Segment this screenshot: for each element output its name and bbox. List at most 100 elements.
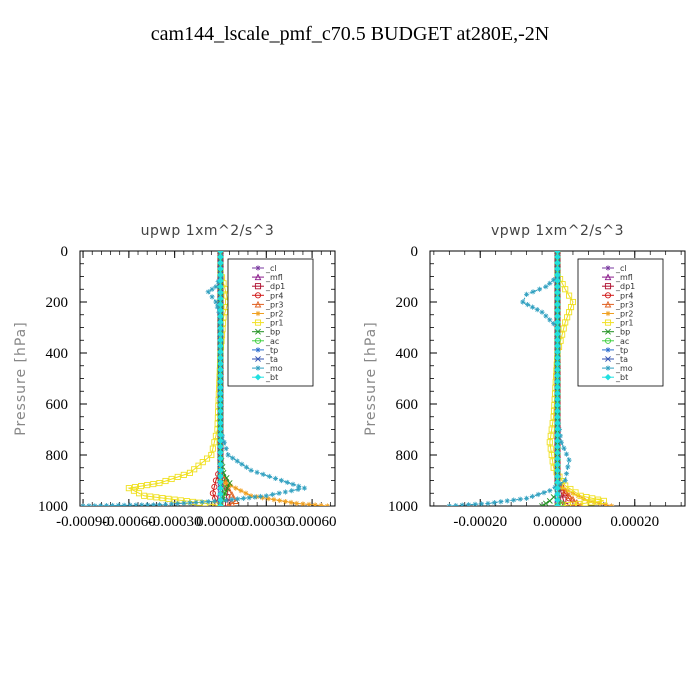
series-point bbox=[589, 495, 596, 502]
series-point bbox=[554, 251, 561, 255]
series-point bbox=[554, 479, 561, 486]
series-point bbox=[265, 496, 271, 502]
series-point bbox=[557, 481, 563, 487]
legend-marker bbox=[605, 310, 611, 317]
y-axis-label: Pressure [hPa] bbox=[363, 321, 379, 435]
series-point bbox=[156, 502, 163, 506]
series-point bbox=[554, 283, 561, 290]
series-point bbox=[199, 459, 206, 466]
series-point bbox=[217, 384, 224, 391]
series-point bbox=[217, 473, 224, 480]
series-point bbox=[554, 360, 561, 367]
series-point bbox=[270, 491, 276, 498]
series-point bbox=[491, 500, 497, 506]
series-point bbox=[217, 251, 224, 254]
series-point bbox=[453, 502, 459, 506]
series-point bbox=[554, 496, 561, 504]
legend-entry: _pr1 bbox=[252, 319, 283, 328]
series-point bbox=[554, 407, 561, 415]
legend-marker bbox=[604, 292, 612, 299]
legend-label: _pr1 bbox=[265, 319, 283, 328]
series-point bbox=[217, 253, 224, 261]
panel-title: vpwp 1xm^2/s^3 bbox=[491, 223, 624, 239]
series-point bbox=[186, 469, 193, 476]
series-point bbox=[225, 452, 231, 458]
series-point bbox=[566, 292, 573, 299]
legend-label: _mo bbox=[615, 364, 633, 373]
series-point bbox=[554, 271, 561, 278]
series-point bbox=[211, 498, 217, 504]
legend-marker bbox=[254, 273, 262, 281]
series-point bbox=[554, 348, 561, 356]
series-point bbox=[168, 475, 175, 483]
series-point bbox=[554, 419, 561, 427]
series-point bbox=[312, 502, 318, 506]
legend-label: _pr3 bbox=[265, 300, 283, 309]
series-point bbox=[546, 439, 553, 446]
series-point bbox=[539, 309, 545, 315]
series-point bbox=[554, 461, 561, 468]
series-point bbox=[159, 495, 166, 502]
legend-entry: _pr1 bbox=[602, 319, 633, 328]
series-point bbox=[217, 271, 224, 278]
series-point bbox=[554, 437, 561, 445]
series-point bbox=[180, 471, 187, 478]
series-point bbox=[217, 484, 224, 492]
series-point bbox=[535, 491, 541, 498]
series-point bbox=[217, 490, 224, 498]
series-point bbox=[217, 251, 224, 255]
legend-entry: _cl bbox=[602, 264, 627, 273]
legend-label: _dp1 bbox=[615, 282, 635, 291]
series-point bbox=[217, 479, 224, 486]
series-point bbox=[86, 503, 92, 506]
legend-marker bbox=[254, 337, 262, 344]
series-point bbox=[554, 277, 561, 284]
series-point bbox=[551, 321, 557, 327]
series-point bbox=[217, 360, 224, 367]
series-point bbox=[301, 485, 308, 491]
series-point bbox=[217, 318, 224, 326]
series-point bbox=[552, 484, 558, 490]
series-point bbox=[248, 493, 254, 499]
series-point bbox=[150, 481, 157, 488]
series-point bbox=[211, 439, 218, 446]
series-point bbox=[121, 502, 127, 506]
series-point bbox=[288, 499, 294, 506]
legend-label: _ta bbox=[615, 355, 628, 364]
series-point bbox=[217, 295, 224, 302]
series-point bbox=[109, 502, 116, 506]
series-point bbox=[243, 464, 250, 470]
series-point bbox=[233, 485, 239, 491]
legend-marker bbox=[605, 328, 611, 335]
legend-entry: _mfl bbox=[602, 273, 633, 282]
legend-marker bbox=[254, 292, 262, 299]
series-point bbox=[199, 499, 205, 505]
y-tick-label: 200 bbox=[396, 295, 419, 311]
y-tick-label: 1000 bbox=[38, 499, 68, 515]
series-point bbox=[565, 492, 573, 499]
series-point bbox=[217, 449, 224, 456]
series-point bbox=[217, 283, 224, 290]
series-point bbox=[217, 396, 224, 403]
series-point bbox=[529, 493, 535, 500]
series-point bbox=[548, 451, 555, 459]
series-point bbox=[183, 498, 190, 505]
legend-label: _bt bbox=[265, 373, 278, 382]
series-point bbox=[209, 445, 216, 452]
series-point bbox=[217, 330, 224, 338]
x-tick-label: -0.00060 bbox=[102, 514, 156, 530]
series-point bbox=[272, 475, 279, 482]
series-point bbox=[520, 299, 526, 305]
legend-label: _tp bbox=[265, 346, 278, 355]
legend-label: _cl bbox=[615, 264, 627, 273]
series-point bbox=[217, 455, 224, 462]
legend-label: _mo bbox=[265, 364, 283, 373]
series-point bbox=[162, 477, 169, 485]
series-point bbox=[217, 390, 224, 397]
series-point bbox=[547, 488, 553, 494]
series-point bbox=[223, 475, 230, 481]
series-point bbox=[554, 253, 561, 261]
series-point bbox=[554, 307, 561, 314]
series-point bbox=[234, 458, 240, 464]
legend-marker bbox=[255, 365, 261, 371]
